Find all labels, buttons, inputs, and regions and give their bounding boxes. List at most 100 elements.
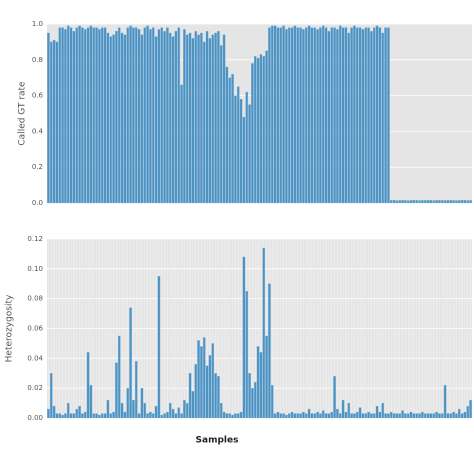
bar	[200, 32, 203, 204]
bar	[47, 408, 50, 419]
bar	[276, 411, 280, 419]
bar	[296, 27, 300, 204]
bar	[443, 200, 447, 204]
bar	[381, 32, 385, 204]
bar	[222, 411, 226, 419]
bar	[350, 413, 353, 419]
bar	[381, 402, 385, 419]
bar	[398, 413, 402, 419]
bar	[137, 413, 141, 419]
bar	[177, 407, 181, 419]
bar	[180, 413, 183, 419]
bar	[120, 32, 124, 204]
bar	[361, 413, 365, 419]
bar	[327, 31, 331, 204]
bar	[466, 200, 470, 204]
bar	[66, 25, 70, 204]
bar	[72, 31, 76, 204]
bar	[248, 104, 251, 204]
bar	[307, 408, 311, 419]
bar	[401, 410, 404, 419]
bar	[375, 25, 379, 204]
bar	[185, 402, 189, 419]
x-axis-label: Samples	[196, 436, 239, 446]
bar	[347, 32, 351, 204]
bar	[457, 408, 461, 419]
bar	[282, 413, 285, 419]
bar	[446, 413, 450, 419]
bar	[154, 405, 158, 419]
bar	[61, 414, 64, 419]
bar	[134, 361, 138, 419]
y-tick-label: 1.0	[32, 20, 43, 28]
bar	[242, 256, 246, 419]
bar	[353, 413, 356, 419]
bar	[265, 335, 268, 419]
bar	[353, 25, 356, 204]
bar	[406, 413, 410, 419]
bar	[58, 27, 62, 204]
bar	[296, 413, 300, 419]
bar	[86, 27, 90, 204]
bar	[228, 413, 232, 419]
bar	[421, 200, 424, 204]
bar	[423, 413, 427, 419]
bar	[49, 373, 53, 419]
bar	[157, 276, 161, 419]
bar	[268, 27, 271, 204]
bar	[163, 413, 166, 419]
bar	[392, 413, 396, 419]
bar	[344, 411, 348, 419]
bar	[234, 413, 237, 419]
bar	[168, 402, 172, 419]
bar	[395, 413, 399, 419]
bar	[52, 405, 56, 419]
bar	[409, 200, 413, 204]
bar	[319, 413, 322, 419]
bar	[361, 29, 365, 204]
bar	[239, 411, 243, 419]
bar	[253, 382, 257, 419]
bar	[171, 408, 175, 419]
bar	[47, 32, 50, 204]
bar	[273, 25, 277, 204]
bar	[415, 200, 419, 204]
bar	[92, 413, 96, 419]
bar	[262, 247, 266, 419]
bar	[279, 27, 283, 204]
bar	[143, 402, 147, 419]
bar	[426, 200, 430, 204]
bar	[304, 413, 308, 419]
bar	[55, 41, 59, 204]
bar	[429, 200, 433, 204]
bar	[239, 99, 243, 204]
bar	[358, 407, 362, 419]
bar	[421, 411, 424, 419]
bar	[92, 27, 96, 204]
bar	[384, 413, 387, 419]
bar	[355, 27, 359, 204]
bar	[200, 346, 203, 419]
bar	[123, 34, 127, 204]
bar	[202, 337, 206, 419]
bar	[188, 32, 192, 204]
bar	[372, 413, 376, 419]
bar	[313, 413, 317, 419]
bar	[72, 413, 76, 419]
bar	[319, 27, 322, 204]
bar	[137, 29, 141, 204]
bar	[375, 405, 379, 419]
bar	[64, 413, 67, 419]
bar	[307, 25, 311, 204]
bar	[69, 413, 73, 419]
bar	[302, 29, 305, 204]
bar	[211, 343, 215, 419]
bar	[180, 84, 183, 204]
bar	[217, 31, 220, 204]
bar	[242, 116, 246, 204]
bar	[95, 27, 98, 204]
bar	[160, 414, 164, 419]
bar	[115, 362, 118, 419]
bar	[302, 411, 305, 419]
bar	[132, 27, 135, 204]
